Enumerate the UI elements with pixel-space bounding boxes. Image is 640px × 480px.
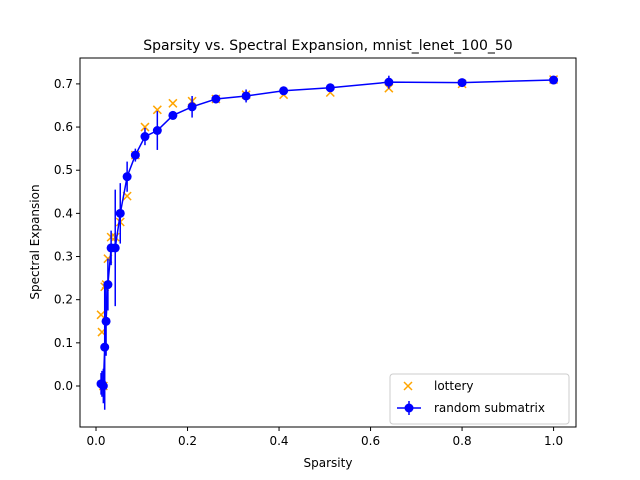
y-tick-label: 0.7: [54, 77, 73, 91]
random-submatrix-point: [140, 132, 150, 142]
random-submatrix-point: [130, 150, 140, 160]
x-axis-label: Sparsity: [304, 456, 353, 470]
y-tick-label: 0.2: [54, 293, 73, 307]
lottery-point: [168, 98, 178, 108]
random-submatrix-point: [100, 342, 110, 352]
x-stroke: [168, 98, 178, 108]
random-submatrix-point: [115, 208, 125, 218]
random-submatrix-series: [96, 75, 559, 410]
legend-lottery-marker: [403, 381, 413, 391]
random-submatrix-point: [103, 280, 113, 290]
x-stroke: [152, 105, 162, 115]
lottery-point: [152, 105, 162, 115]
x-stroke: [140, 122, 150, 132]
x-tick-label: 0.6: [361, 434, 380, 448]
legend: lottery random submatrix: [389, 373, 570, 425]
plot-area: [79, 57, 577, 428]
random-submatrix-point: [187, 102, 197, 112]
random-submatrix-point: [279, 86, 289, 96]
x-stroke: [403, 381, 413, 391]
x-tick-label: 0.4: [269, 434, 288, 448]
y-axis: 0.0 0.1 0.2 0.3 0.4 0.5 0.6 0.7: [54, 77, 80, 393]
random-submatrix-point: [211, 94, 221, 104]
random-submatrix-point: [122, 172, 132, 182]
random-submatrix-point: [384, 77, 394, 87]
y-tick-label: 0.1: [54, 336, 73, 350]
legend-x-marker: [403, 381, 413, 391]
random-submatrix-point: [549, 75, 559, 85]
legend-lottery-label: lottery: [434, 379, 474, 393]
legend-dot: [404, 403, 414, 413]
x-tick-label: 1.0: [544, 434, 563, 448]
random-submatrix-point: [101, 316, 111, 326]
legend-random-submatrix-marker: [397, 401, 421, 415]
axes-frame: [79, 57, 577, 428]
x-tick-label: 0.2: [178, 434, 197, 448]
random-submatrix-point: [457, 78, 467, 88]
y-tick-label: 0.0: [54, 379, 73, 393]
y-tick-label: 0.4: [54, 206, 73, 220]
y-axis-label: Spectral Expansion: [28, 184, 42, 299]
x-tick-label: 0.0: [86, 434, 105, 448]
legend-random-submatrix-label: random submatrix: [434, 401, 545, 415]
random-submatrix-point: [325, 83, 335, 93]
random-submatrix-point: [98, 381, 108, 391]
lottery-point: [140, 122, 150, 132]
y-tick-label: 0.6: [54, 120, 73, 134]
random-submatrix-point: [241, 91, 251, 101]
x-tick-label: 0.8: [453, 434, 472, 448]
x-axis: 0.0 0.2 0.4 0.6 0.8 1.0: [86, 427, 563, 448]
y-tick-label: 0.5: [54, 163, 73, 177]
chart-title: Sparsity vs. Spectral Expansion, mnist_l…: [143, 38, 512, 54]
legend-box: [389, 373, 570, 425]
random-submatrix-point: [152, 126, 162, 136]
series-line: [101, 79, 554, 389]
random-submatrix-point: [168, 110, 178, 120]
x-stroke: [96, 310, 106, 320]
y-tick-label: 0.3: [54, 250, 73, 264]
random-submatrix-point: [110, 243, 120, 253]
x-stroke: [122, 191, 132, 201]
